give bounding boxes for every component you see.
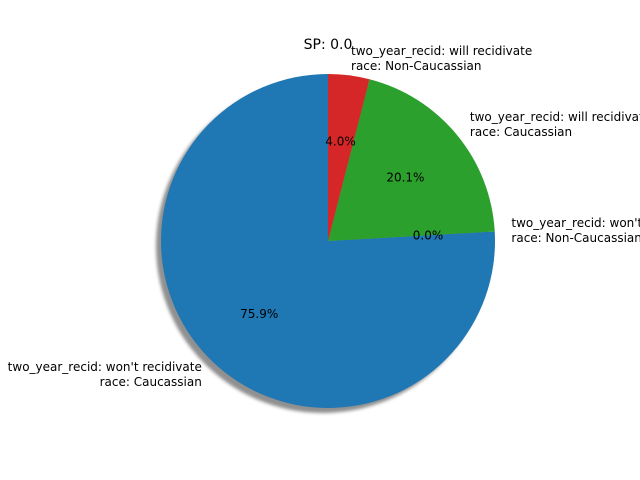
pct-label-two-year-recid-will-recidivate-race-non-caucassian: 4.0% (325, 135, 356, 149)
category-label-two-year-recid-will-recidivate-race-non-caucassian: two_year_recid: will recidivate race: Non… (351, 44, 532, 73)
pct-label-two-year-recid-won-t-recidivate-race-non-caucassian: 0.0% (413, 228, 444, 242)
pie-slices (161, 74, 495, 409)
pct-label-two-year-recid-will-recidivate-race-caucassian: 20.1% (386, 170, 424, 184)
chart-title: SP: 0.0 (304, 37, 353, 53)
pie-slice-two-year-recid-won-t-recidivate-race-caucassian (161, 74, 495, 409)
category-label-line: race: Non-Caucassian (351, 59, 481, 73)
category-label-line: race: Caucassian (100, 375, 202, 389)
category-label-line: two_year_recid: won't recidivate (8, 360, 202, 374)
category-label-line: race: Non-Caucassian (511, 231, 640, 245)
pie-slice-two-year-recid-will-recidivate-race-caucassian (328, 79, 495, 241)
pie-labels: 75.9%two_year_recid: won't recidivate rac… (8, 44, 640, 389)
category-label-two-year-recid-will-recidivate-race-caucassian: two_year_recid: will recidivate race: Cau… (470, 110, 640, 139)
category-label-line: two_year_recid: won't recidivate (511, 216, 640, 230)
category-label-line: race: Caucassian (470, 125, 572, 139)
category-label-two-year-recid-won-t-recidivate-race-caucassian: two_year_recid: won't recidivate race: Ca… (8, 360, 202, 389)
category-label-line: two_year_recid: will recidivate (351, 44, 532, 58)
pie-slice-two-year-recid-will-recidivate-race-non-caucassian (328, 74, 370, 241)
category-label-line: two_year_recid: will recidivate (470, 110, 640, 124)
pct-label-two-year-recid-won-t-recidivate-race-caucassian: 75.9% (240, 307, 278, 321)
